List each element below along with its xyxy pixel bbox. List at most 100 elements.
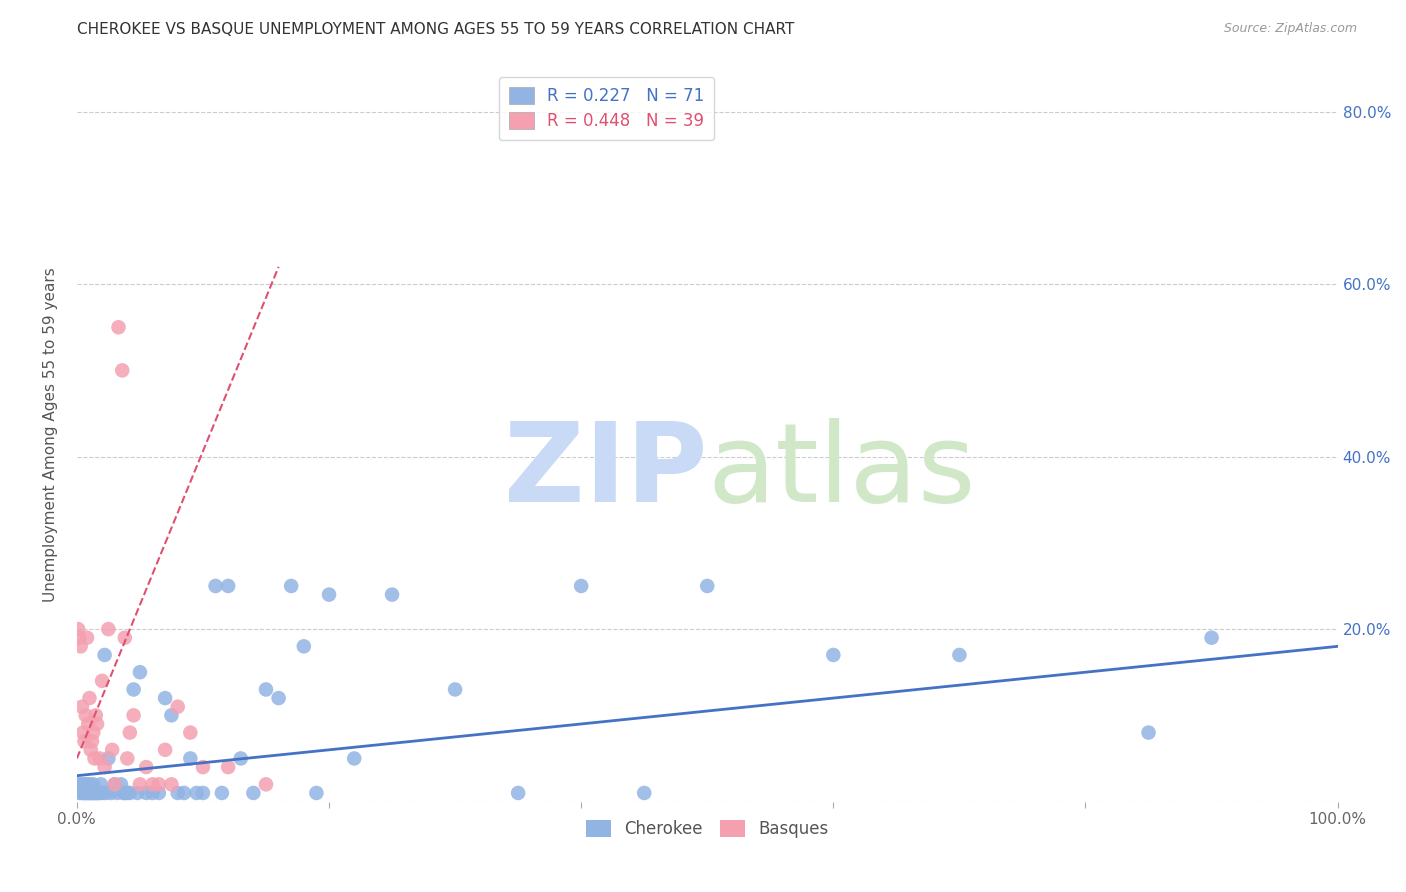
Point bbox=[569, 579, 592, 593]
Point bbox=[127, 786, 149, 800]
Point bbox=[160, 777, 183, 791]
Point bbox=[105, 786, 128, 800]
Point bbox=[305, 786, 328, 800]
Point bbox=[80, 786, 103, 800]
Point bbox=[67, 786, 90, 800]
Point bbox=[135, 760, 157, 774]
Point bbox=[75, 708, 97, 723]
Text: ZIP: ZIP bbox=[503, 418, 707, 525]
Point bbox=[179, 751, 201, 765]
Point bbox=[69, 640, 91, 654]
Point bbox=[76, 631, 98, 645]
Point bbox=[82, 777, 104, 791]
Point bbox=[80, 743, 103, 757]
Point bbox=[80, 734, 103, 748]
Point bbox=[633, 786, 655, 800]
Point bbox=[93, 760, 115, 774]
Point bbox=[67, 631, 90, 645]
Point bbox=[97, 751, 120, 765]
Point bbox=[70, 786, 93, 800]
Point bbox=[84, 708, 107, 723]
Point bbox=[75, 786, 97, 800]
Point bbox=[179, 725, 201, 739]
Point bbox=[104, 777, 127, 791]
Point bbox=[186, 786, 208, 800]
Point bbox=[83, 786, 105, 800]
Point bbox=[343, 751, 366, 765]
Point bbox=[166, 699, 188, 714]
Point bbox=[90, 777, 112, 791]
Point bbox=[129, 777, 152, 791]
Point bbox=[160, 708, 183, 723]
Point bbox=[76, 777, 98, 791]
Point bbox=[948, 648, 970, 662]
Point bbox=[67, 622, 90, 636]
Point bbox=[83, 751, 105, 765]
Point bbox=[114, 786, 136, 800]
Point bbox=[122, 682, 145, 697]
Point bbox=[173, 786, 195, 800]
Point bbox=[153, 743, 176, 757]
Text: Source: ZipAtlas.com: Source: ZipAtlas.com bbox=[1223, 22, 1357, 36]
Point bbox=[444, 682, 467, 697]
Point bbox=[153, 691, 176, 706]
Point bbox=[122, 708, 145, 723]
Point bbox=[107, 320, 129, 334]
Point bbox=[100, 786, 122, 800]
Point bbox=[111, 363, 134, 377]
Point bbox=[217, 760, 239, 774]
Point bbox=[72, 725, 94, 739]
Point bbox=[75, 777, 97, 791]
Legend: Cherokee, Basques: Cherokee, Basques bbox=[579, 813, 835, 845]
Point bbox=[101, 743, 124, 757]
Point bbox=[72, 786, 94, 800]
Point bbox=[82, 725, 104, 739]
Point bbox=[69, 777, 91, 791]
Point bbox=[91, 786, 114, 800]
Point bbox=[77, 786, 100, 800]
Point bbox=[87, 786, 110, 800]
Point bbox=[229, 751, 252, 765]
Text: atlas: atlas bbox=[707, 418, 976, 525]
Point bbox=[67, 777, 90, 791]
Point bbox=[80, 786, 103, 800]
Point bbox=[823, 648, 845, 662]
Point bbox=[73, 786, 96, 800]
Point bbox=[141, 777, 163, 791]
Point bbox=[696, 579, 718, 593]
Point bbox=[254, 682, 277, 697]
Point bbox=[110, 777, 132, 791]
Point bbox=[104, 777, 127, 791]
Point bbox=[508, 786, 530, 800]
Point bbox=[76, 786, 98, 800]
Point bbox=[79, 777, 101, 791]
Point bbox=[114, 631, 136, 645]
Point bbox=[318, 588, 340, 602]
Point bbox=[118, 725, 141, 739]
Point bbox=[117, 786, 139, 800]
Point bbox=[254, 777, 277, 791]
Point bbox=[166, 786, 188, 800]
Point bbox=[135, 786, 157, 800]
Point bbox=[292, 640, 315, 654]
Point bbox=[211, 786, 233, 800]
Point bbox=[141, 786, 163, 800]
Point bbox=[242, 786, 264, 800]
Point bbox=[79, 786, 101, 800]
Point bbox=[97, 622, 120, 636]
Point bbox=[86, 786, 108, 800]
Point bbox=[217, 579, 239, 593]
Point bbox=[112, 786, 135, 800]
Point bbox=[381, 588, 404, 602]
Point bbox=[73, 734, 96, 748]
Point bbox=[89, 786, 111, 800]
Point bbox=[148, 777, 170, 791]
Point bbox=[204, 579, 226, 593]
Point bbox=[1137, 725, 1160, 739]
Point bbox=[94, 786, 117, 800]
Point bbox=[191, 760, 214, 774]
Point bbox=[72, 777, 94, 791]
Point bbox=[91, 673, 114, 688]
Y-axis label: Unemployment Among Ages 55 to 59 years: Unemployment Among Ages 55 to 59 years bbox=[44, 268, 58, 602]
Point bbox=[117, 751, 139, 765]
